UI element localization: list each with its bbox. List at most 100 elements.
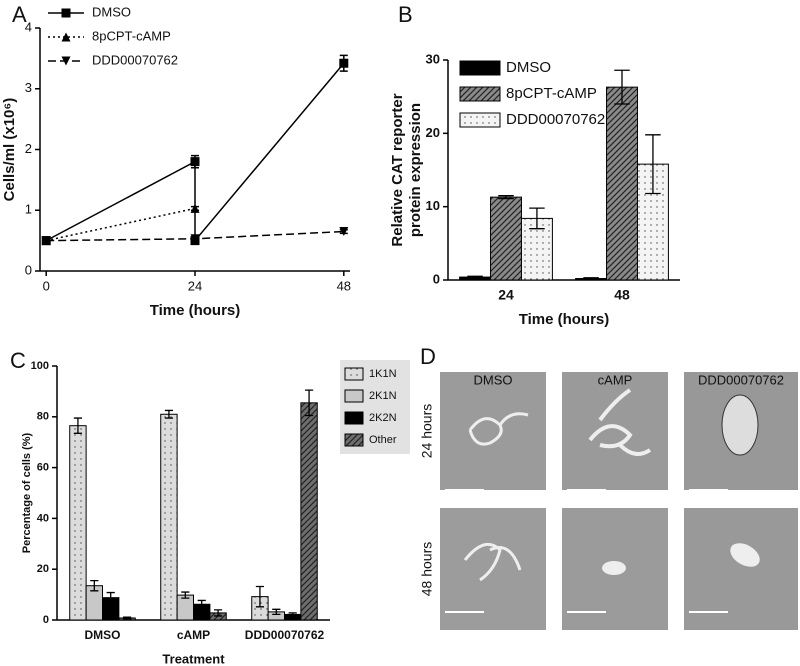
y-tick-label: 30 [426,51,440,66]
legend-marker [61,8,71,18]
error-bar [106,591,115,604]
legend-swatch [344,433,364,447]
row-label: 48 hours [419,542,435,596]
error-bar [272,608,281,616]
bar [636,163,669,281]
cell [730,543,760,567]
cell [721,394,759,456]
x-tick-label: DMSO [85,628,121,642]
error-bar [583,277,599,280]
y-axis-label: Cells/ml (x10⁶) [1,98,18,202]
y-axis-label: Percentage of cells (%) [21,432,33,553]
error-bar [645,134,661,195]
legend-label: 8pCPT-cAMP [92,28,171,43]
error-bar [197,599,206,609]
error-bar [529,207,545,230]
error-bar [181,591,190,599]
series-line [45,62,345,243]
legend-swatch [459,112,501,128]
error-bar [255,585,265,608]
legend-label: Other [369,434,397,446]
x-tick-label: cAMP [177,628,210,642]
legend-label: 2K1N [369,390,397,402]
y-tick-label: 10 [426,198,440,213]
panel-letter: B [398,2,413,27]
legend-swatch [344,367,364,381]
y-tick-label: 60 [37,462,49,474]
x-tick-label: 0 [43,278,50,293]
legend-label: 2K2N [369,412,397,424]
legend-label: DDD00070762 [506,111,605,128]
x-axis-label: Treatment [162,651,225,666]
legend-marker [61,56,71,66]
bar [176,594,194,621]
point [190,157,200,167]
legend-label: 8pCPT-cAMP [506,85,597,102]
x-axis-label: Time (hours) [150,302,241,319]
error-bar [288,612,297,617]
error-bar [122,616,132,620]
y-axis-label: protein expression [407,103,424,237]
x-axis-label: Time (hours) [519,311,610,328]
micrograph [562,372,668,490]
cell [468,412,529,446]
bar [69,425,87,621]
scale-bars [445,489,728,613]
error-bar [614,69,630,105]
y-tick-label: 2 [25,141,32,156]
panel-letter: A [12,2,27,27]
panel-letter: D [420,344,436,369]
legend-swatch [344,389,364,403]
point [190,203,200,213]
panel-d: D DMSO cAMP DDD00070762 24 hours 48 hour… [419,344,798,630]
y-tick-label: 0 [25,262,32,277]
legend-label: DDD00070762 [92,52,178,67]
legend-swatch [344,411,364,425]
y-tick-label: 1 [25,202,32,217]
error-bar [213,609,223,617]
panel-letter: C [10,348,26,373]
legend-label: DMSO [506,59,551,76]
column-label: cAMP [598,372,633,387]
y-tick-label: 20 [426,125,440,140]
point [339,58,349,68]
x-tick-label: 48 [614,287,630,303]
column-label: DDD00070762 [698,372,784,387]
series-line [46,207,196,242]
micrograph [684,508,798,630]
y-tick-label: 100 [31,360,49,372]
cell [463,542,522,582]
y-tick-label: 0 [43,614,49,626]
error-bar [164,409,174,419]
legend-label: DMSO [92,4,131,19]
error-bar [467,275,483,279]
cell [588,388,652,456]
bar [490,196,522,281]
y-tick-label: 80 [37,411,49,423]
bar [160,413,178,621]
y-tick-label: 40 [37,512,49,524]
x-tick-label: 48 [337,278,351,293]
bar [606,86,638,281]
error-bar [90,579,99,592]
y-tick-label: 20 [37,563,49,575]
point [190,234,200,244]
error-bar [304,389,314,417]
legend-marker [61,32,71,42]
x-tick-label: 24 [188,278,202,293]
y-tick-label: 0 [433,271,440,286]
error-bar [498,195,514,200]
y-tick-label: 3 [25,80,32,95]
column-label: DMSO [474,372,513,387]
cell [602,561,626,575]
point [339,227,349,237]
micrograph [440,372,546,490]
bar [300,402,318,621]
x-tick-label: 24 [498,287,514,303]
legend-swatch [459,60,501,76]
legend-label: 1K1N [369,368,397,380]
error-bar [73,417,83,434]
y-axis-label: Relative CAT reporter [389,93,406,246]
row-label: 24 hours [419,404,435,458]
